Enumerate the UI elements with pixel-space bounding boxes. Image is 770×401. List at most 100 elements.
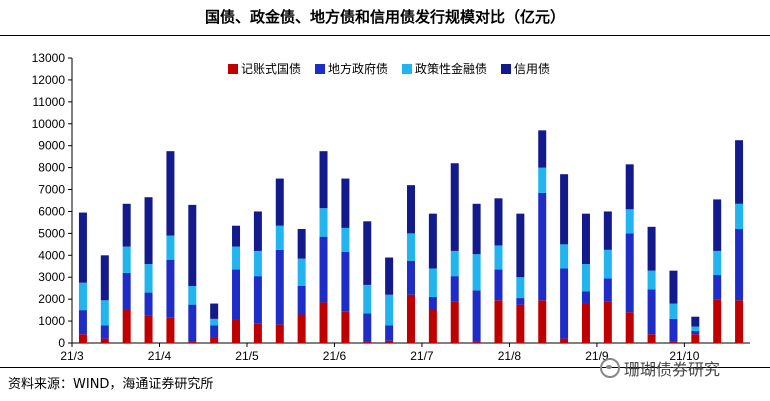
bar-segment [253,276,262,324]
bar-segment [319,236,328,303]
bar-segment [275,178,284,226]
bar-segment [560,338,569,343]
bar-segment [691,326,700,331]
bar-segment [560,268,569,339]
bar-segment [516,298,525,305]
bar-segment [232,225,241,247]
bar-segment [450,301,459,343]
bar-segment [581,303,590,343]
bar-segment [516,277,525,299]
bar-segment [625,233,634,313]
watermark-text: 珊瑚债券研究 [624,360,721,379]
bar-segment [188,304,197,342]
bar-segment [647,289,656,335]
bar-segment [363,313,372,342]
x-tick-label: 21/6 [323,349,347,363]
bar-segment [581,291,590,304]
bar-segment [647,334,656,343]
legend-label: 记账式国债 [241,62,302,76]
bar-segment [232,319,241,343]
bar-segment [78,334,87,343]
bar-segment [253,211,262,251]
bar-segment [78,212,87,283]
bar-segment [407,185,415,234]
bar-segment [516,213,525,278]
bar-segment [319,151,328,209]
x-tick-label: 21/3 [60,349,84,363]
bar-segment [472,254,481,291]
bar-segment [735,140,744,204]
bar-segment [122,309,131,343]
legend-swatch [228,63,238,74]
y-tick-label: 7000 [38,183,65,197]
y-tick-label: 4000 [38,248,65,262]
legend-item-local-gov: 地方政府债 [315,60,388,77]
bar-segment [385,325,394,341]
bar-segment [691,330,700,335]
bar-segment [428,296,437,310]
legend-swatch [402,63,413,74]
legend-swatch [501,63,512,74]
y-tick-label: 5000 [38,226,65,240]
top-rule [0,35,770,36]
legend-label: 信用债 [514,62,551,76]
bar-segment [210,325,219,338]
y-tick-label: 9000 [38,139,65,153]
bar-segment [669,341,678,343]
bar-segment [210,303,219,319]
y-tick-label: 2000 [38,292,65,306]
bar-chart: 0 1000 2000 3000 4000 5000 6000 7000 8000 9000 100… [32,51,750,363]
watermark: 珊瑚债券研究 [600,356,720,380]
bar-segment [232,269,241,320]
bar-segment [603,211,612,250]
bar-segment [472,341,481,343]
bar-segment [166,317,175,343]
bar-segment [735,229,744,301]
bar-segment [407,233,415,261]
bar-segment [122,246,131,273]
bar-segment [603,278,612,302]
bar-segment [735,300,744,343]
bar-segment [538,167,547,193]
legend-item-credit: 信用债 [501,60,550,77]
bar-segment [275,324,284,343]
bar-segment [428,268,437,297]
bar-segment [166,151,175,236]
bar-segment [407,260,415,295]
bar-segment [669,303,678,319]
bar-segment [691,334,700,343]
y-tick-label: 13000 [32,51,66,65]
bar-segment [166,235,175,260]
y-tick-label: 11000 [33,95,66,109]
bar-segment [144,264,153,293]
bar-segment [472,290,481,342]
bar-segment [188,286,197,305]
bar-segment [100,300,109,326]
x-tick-label: 21/4 [148,349,172,363]
bar-segment [735,203,744,229]
bar-segment [560,244,569,269]
bar-segment [100,338,109,343]
bar-segment [319,302,328,343]
y-tick-label: 8000 [38,161,65,175]
bar-segment [232,246,241,270]
bar-segment [341,311,350,343]
source-note: 资料来源：WIND，海通证券研究所 [8,377,214,392]
bar-segment [188,204,197,286]
bar-segment [100,255,109,301]
bar-segment [78,282,87,311]
y-tick-label: 3000 [38,270,65,284]
bar-segment [581,213,590,265]
bar-segment [363,284,372,314]
bottom-rule [0,367,770,368]
legend-swatch [315,63,326,74]
y-tick-label: 1000 [38,314,65,328]
chart-title: 国债、政金债、地方债和信用债发行规模对比（亿元） [204,8,565,26]
bar-segment [625,209,634,234]
bar-segment [713,299,722,343]
bar-segment [78,310,87,335]
bar-segment [669,270,678,304]
bar-segment [516,304,525,343]
legend-label: 政策性金融债 [415,62,488,76]
bar-segment [363,221,372,285]
